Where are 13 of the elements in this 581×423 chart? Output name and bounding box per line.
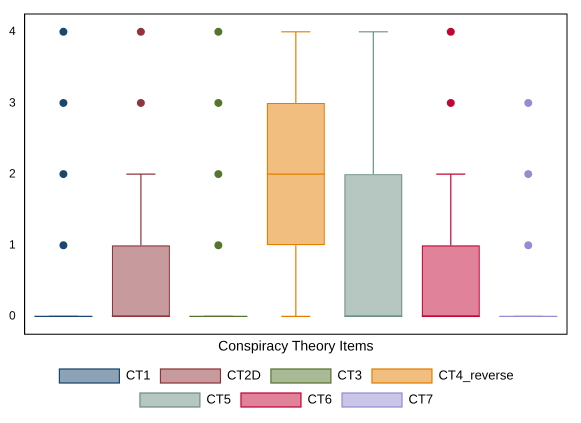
legend-label: CT2D [226,368,261,383]
legend-label: CT5 [206,392,231,407]
legend-label: CT1 [126,368,150,383]
legend-label: CT4_reverse [438,368,514,383]
y-tick-label: 2 [8,166,16,180]
legend-label: CT3 [337,368,362,383]
legend-label: CT6 [307,392,332,407]
x-axis-title: Conspiracy Theory Items [218,337,374,354]
y-tick-label: 3 [8,95,16,110]
y-tick-label: 4 [8,24,16,38]
y-tick-label: 0 [8,308,16,323]
y-tick-label: 1 [8,238,16,252]
legend-label: CT7 [408,392,434,407]
